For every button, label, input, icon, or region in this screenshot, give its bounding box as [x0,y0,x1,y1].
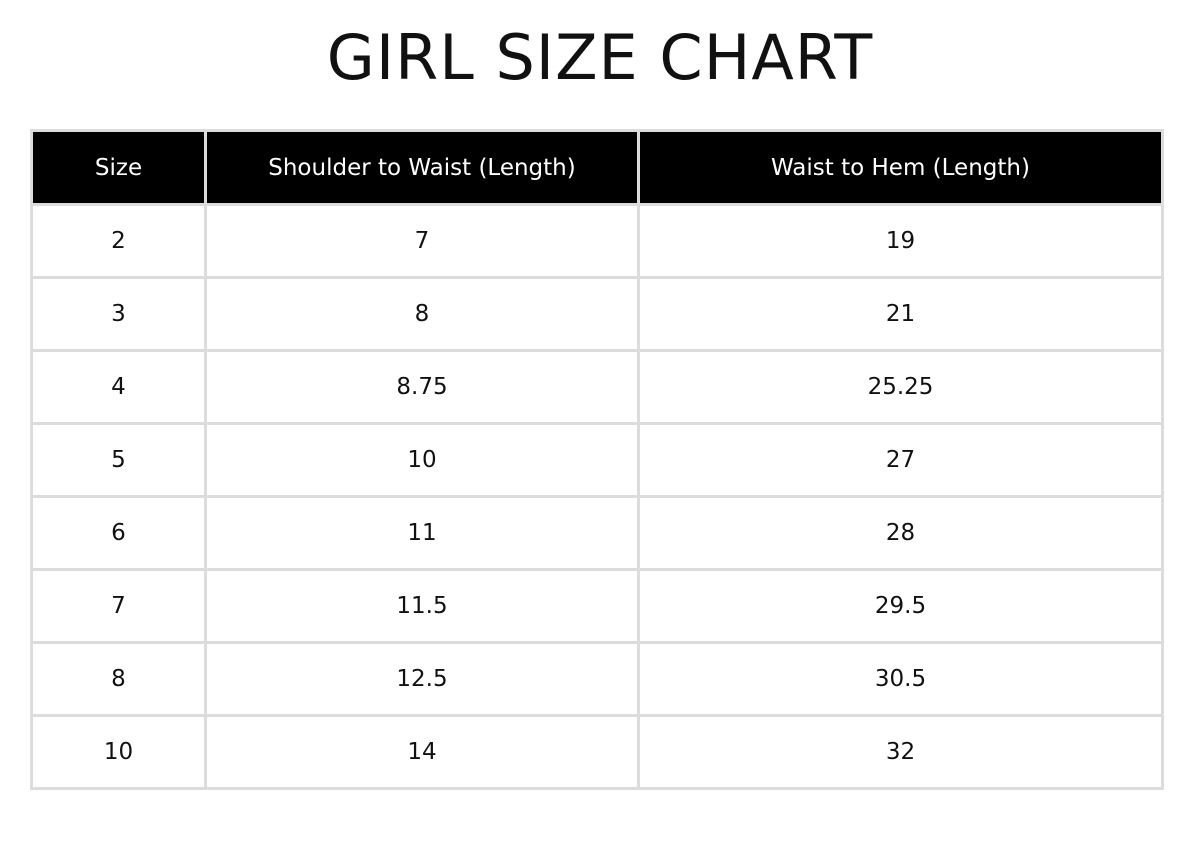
size-cell: 7 [30,568,207,644]
size-cell: 5 [30,422,207,498]
shoulder-to-waist-cell: 8 [204,276,640,352]
waist-to-hem-cell: 21 [637,276,1164,352]
table-row: 6 11 28 [30,495,1164,571]
size-cell: 6 [30,495,207,571]
waist-to-hem-cell: 30.5 [637,641,1164,717]
header-waist-to-hem: Waist to Hem (Length) [637,129,1164,206]
size-cell: 8 [30,641,207,717]
table-row: 7 11.5 29.5 [30,568,1164,644]
size-cell: 10 [30,714,207,790]
table-row: 8 12.5 30.5 [30,641,1164,717]
waist-to-hem-cell: 28 [637,495,1164,571]
waist-to-hem-cell: 19 [637,203,1164,279]
shoulder-to-waist-cell: 7 [204,203,640,279]
header-shoulder-to-waist: Shoulder to Waist (Length) [204,129,640,206]
waist-to-hem-cell: 29.5 [637,568,1164,644]
waist-to-hem-cell: 32 [637,714,1164,790]
table-row: 2 7 19 [30,203,1164,279]
table-row: 5 10 27 [30,422,1164,498]
shoulder-to-waist-cell: 10 [204,422,640,498]
shoulder-to-waist-cell: 12.5 [204,641,640,717]
table-row: 3 8 21 [30,276,1164,352]
shoulder-to-waist-cell: 8.75 [204,349,640,425]
shoulder-to-waist-cell: 11.5 [204,568,640,644]
size-cell: 4 [30,349,207,425]
page-title: GIRL SIZE CHART [326,21,874,94]
size-cell: 3 [30,276,207,352]
table-row: 10 14 32 [30,714,1164,790]
table-row: 4 8.75 25.25 [30,349,1164,425]
size-cell: 2 [30,203,207,279]
shoulder-to-waist-cell: 11 [204,495,640,571]
header-row: Size Shoulder to Waist (Length) Waist to… [30,129,1164,206]
waist-to-hem-cell: 25.25 [637,349,1164,425]
waist-to-hem-cell: 27 [637,422,1164,498]
size-chart-table: Size Shoulder to Waist (Length) Waist to… [30,129,1164,790]
header-size: Size [30,129,207,206]
shoulder-to-waist-cell: 14 [204,714,640,790]
